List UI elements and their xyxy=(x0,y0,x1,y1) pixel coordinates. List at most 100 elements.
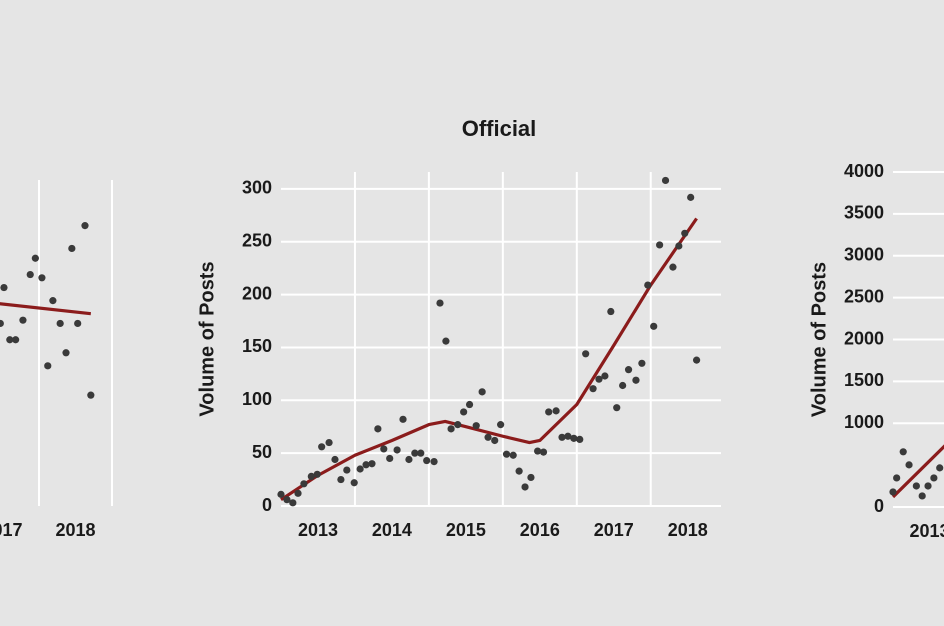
data-point xyxy=(478,388,486,396)
data-point xyxy=(393,446,401,454)
data-point xyxy=(277,490,285,498)
data-point xyxy=(356,465,364,473)
x-tick-label: 2014 xyxy=(372,520,412,540)
data-point xyxy=(331,455,339,464)
data-point xyxy=(447,425,455,433)
x-tick-label: 2018 xyxy=(668,520,708,540)
data-point xyxy=(564,432,572,440)
data-point xyxy=(0,283,8,292)
y-axis-label: Volume of Posts xyxy=(196,261,218,416)
data-point xyxy=(380,445,388,453)
data-point xyxy=(545,408,553,416)
data-point xyxy=(595,375,603,383)
data-point xyxy=(936,464,944,472)
data-point xyxy=(294,489,302,497)
data-point xyxy=(442,337,450,345)
data-point xyxy=(930,474,938,482)
data-point xyxy=(405,455,413,464)
y-tick-label: 3000 xyxy=(844,245,884,265)
data-point xyxy=(307,472,315,481)
data-point xyxy=(472,422,480,430)
data-point xyxy=(374,425,382,433)
data-point xyxy=(484,433,492,441)
data-point xyxy=(343,466,351,474)
y-tick-label: 250 xyxy=(242,231,272,251)
y-tick-label: 50 xyxy=(252,442,272,462)
data-point xyxy=(558,433,566,441)
data-point xyxy=(417,449,425,457)
y-tick-label: 4000 xyxy=(844,161,884,181)
data-point xyxy=(539,448,548,456)
data-point xyxy=(491,436,499,445)
data-point xyxy=(650,322,658,330)
x-tick-label: 2018 xyxy=(55,520,95,540)
data-point xyxy=(62,349,70,357)
y-tick-label: 100 xyxy=(242,389,272,409)
data-point xyxy=(325,438,333,447)
data-point xyxy=(318,443,326,451)
data-point xyxy=(38,274,46,282)
data-point xyxy=(430,458,438,466)
data-point xyxy=(669,263,677,271)
data-point xyxy=(675,242,683,250)
data-point xyxy=(399,415,407,423)
data-point xyxy=(509,451,517,459)
data-point xyxy=(905,461,913,469)
data-point xyxy=(0,319,4,328)
data-point xyxy=(661,176,670,185)
y-tick-label: 0 xyxy=(262,495,272,515)
data-point xyxy=(613,404,621,412)
y-tick-label: 1000 xyxy=(844,412,884,432)
data-point xyxy=(918,492,926,500)
data-point xyxy=(6,336,14,344)
data-point xyxy=(638,359,646,367)
data-point xyxy=(81,222,89,230)
data-point xyxy=(624,366,633,374)
y-tick-label: 200 xyxy=(242,283,272,303)
data-point xyxy=(283,496,291,504)
data-point xyxy=(68,244,76,253)
x-tick-label: 2013 xyxy=(909,521,944,541)
data-point xyxy=(534,447,542,455)
data-point xyxy=(12,336,20,344)
data-point xyxy=(411,449,419,457)
y-tick-label: 300 xyxy=(242,178,272,198)
x-tick-label: 2016 xyxy=(520,520,560,540)
data-point xyxy=(31,254,39,262)
data-point xyxy=(44,362,52,370)
data-point xyxy=(521,483,529,491)
trend-line xyxy=(280,217,698,501)
data-point xyxy=(497,421,505,429)
y-tick-label: 2500 xyxy=(844,286,884,306)
data-point xyxy=(619,381,627,390)
chart-title: Official xyxy=(462,116,537,141)
data-point xyxy=(423,456,431,465)
data-point xyxy=(582,350,590,358)
data-point xyxy=(350,479,358,487)
data-point xyxy=(87,391,95,399)
data-point xyxy=(337,475,345,484)
data-point xyxy=(436,299,444,307)
data-point xyxy=(656,241,664,249)
y-axis-label: Volume of Posts xyxy=(808,262,830,417)
data-point xyxy=(681,229,689,237)
data-point xyxy=(74,319,82,328)
data-point xyxy=(19,316,27,324)
x-tick-label: 2013 xyxy=(298,520,338,540)
data-point xyxy=(889,488,897,496)
data-point xyxy=(687,193,695,201)
x-tick-label: 2015 xyxy=(446,520,486,540)
y-tick-label: 1500 xyxy=(844,370,884,390)
y-tick-label: 150 xyxy=(242,336,272,356)
data-point xyxy=(49,297,57,305)
y-tick-label: 2000 xyxy=(844,328,884,348)
data-point xyxy=(576,435,584,444)
data-point xyxy=(26,270,34,279)
data-point xyxy=(570,434,578,442)
trend-line xyxy=(0,302,92,316)
data-point xyxy=(552,407,560,415)
data-point xyxy=(465,400,474,409)
